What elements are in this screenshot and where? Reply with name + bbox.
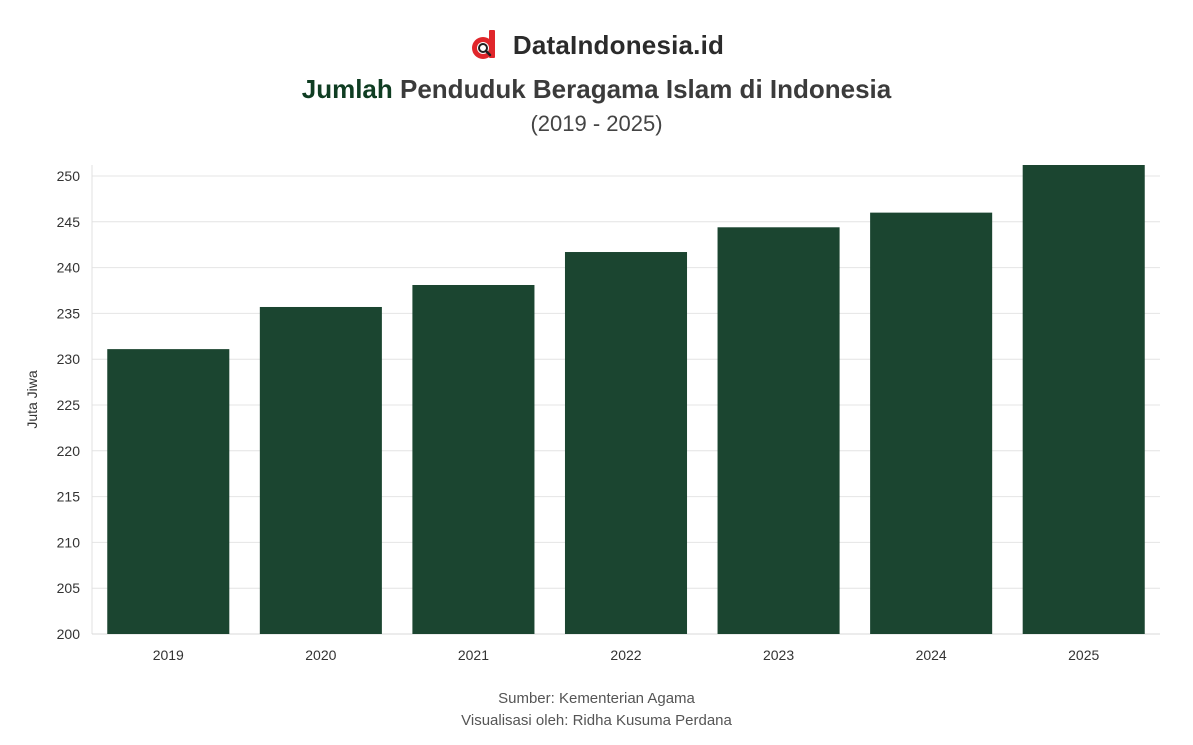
y-tick-label: 245 [57, 214, 81, 230]
bar-2024 [870, 212, 993, 634]
chart-title: Jumlah Penduduk Beragama Islam di Indone… [0, 74, 1193, 105]
bar-2023 [717, 227, 840, 634]
bar-2025 [1022, 165, 1145, 634]
y-axis-title: Juta Jiwa [24, 370, 40, 429]
brand-name: DataIndonesia.id [512, 29, 725, 60]
y-tick-label: 210 [57, 534, 81, 550]
chart-title-rest: Penduduk Beragama Islam di Indonesia [400, 74, 892, 104]
chart-title-highlight: Jumlah [301, 74, 393, 104]
y-tick-label: 240 [57, 260, 81, 276]
x-tick-label: 2024 [916, 647, 947, 663]
y-tick-label: 230 [57, 351, 81, 367]
bar-2022 [564, 252, 688, 634]
y-tick-label: 235 [57, 305, 81, 321]
y-tick-label: 250 [57, 168, 81, 184]
x-tick-label: 2019 [153, 647, 184, 663]
x-tick-label: 2020 [305, 647, 336, 663]
bar-2020 [259, 306, 382, 634]
source-note: Sumber: Kementerian Agama [498, 690, 695, 707]
bar-2021 [412, 284, 535, 634]
x-tick-label: 2025 [1068, 647, 1099, 663]
credit-note: Visualisasi oleh: Ridha Kusuma Perdana [461, 712, 732, 729]
y-tick-label: 215 [57, 489, 81, 505]
y-tick-label: 220 [57, 443, 81, 459]
brand-header: DataIndonesia.id [0, 26, 1193, 64]
dataindonesia-logo-icon [471, 30, 495, 59]
bar-2019 [107, 349, 230, 634]
chart-subtitle: (2019 - 2025) [530, 111, 663, 136]
x-tick-label: 2021 [458, 647, 489, 663]
x-tick-label: 2022 [610, 647, 641, 663]
y-tick-label: 205 [57, 580, 81, 596]
y-tick-label: 200 [57, 626, 81, 642]
bar-chart: 200 205 210 215 220 225 230 235 240 245 250 Juta Ji… [24, 165, 1160, 663]
y-tick-label: 225 [57, 397, 81, 413]
x-tick-label: 2023 [763, 647, 794, 663]
